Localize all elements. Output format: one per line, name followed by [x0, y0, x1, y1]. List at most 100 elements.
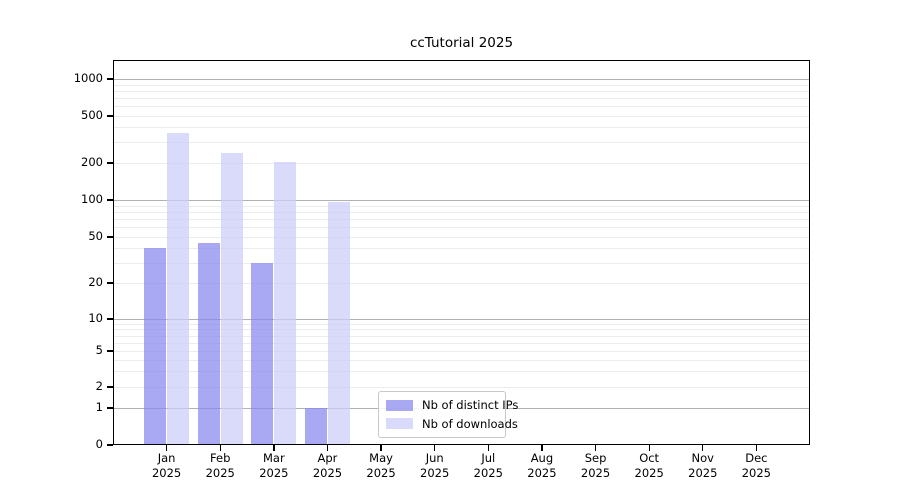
gridline-minor	[113, 227, 810, 229]
gridline-minor	[113, 329, 810, 331]
legend-label-distinct-ips: Nb of distinct IPs	[422, 398, 519, 413]
x-tick	[648, 445, 650, 451]
x-tick-label-jan: Jan 2025	[139, 451, 195, 480]
y-tick-label: 1	[95, 400, 103, 414]
x-tick-label-mar: Mar 2025	[246, 451, 302, 480]
legend: Nb of distinct IPs Nb of downloads	[378, 391, 518, 438]
bar-downloads-apr	[328, 202, 350, 445]
x-tick-month: Dec	[745, 451, 768, 465]
y-tick	[107, 282, 113, 284]
legend-entry-distinct-ips: Nb of distinct IPs	[386, 398, 518, 412]
bar-distinct-ips-feb	[197, 243, 220, 445]
gridline-minor	[113, 387, 810, 388]
x-tick-label-feb: Feb 2025	[192, 451, 248, 480]
x-tick	[380, 445, 382, 451]
x-tick-month: Oct	[639, 451, 660, 465]
x-tick-month: Mar	[262, 451, 285, 465]
y-tick-label: 5	[95, 343, 103, 357]
gridline-minor	[113, 323, 810, 325]
legend-entry-downloads: Nb of downloads	[386, 417, 518, 431]
x-tick-label-jul: Jul 2025	[460, 451, 516, 480]
x-tick-label-sep: Sep 2025	[568, 451, 624, 480]
y-tick-label: 0	[95, 437, 103, 451]
x-tick-month: Jun	[425, 451, 444, 465]
gridline-minor	[113, 163, 810, 164]
y-tick	[107, 199, 113, 201]
y-tick-label: 200	[81, 155, 103, 169]
y-tick	[107, 78, 113, 80]
gridline-major	[113, 200, 810, 201]
x-tick-month: Aug	[530, 451, 554, 465]
x-tick-year: 2025	[527, 465, 557, 480]
x-tick	[541, 445, 543, 451]
gridline-minor	[113, 359, 810, 361]
y-tick	[107, 162, 113, 164]
gridline-minor	[113, 90, 810, 92]
gridline-minor	[113, 211, 810, 213]
x-tick-year: 2025	[151, 465, 182, 480]
gridline-major	[113, 79, 810, 80]
gridline-minor	[113, 84, 810, 86]
gridline-minor	[113, 106, 810, 108]
x-tick-label-oct: Oct 2025	[621, 451, 677, 480]
gridline-minor	[113, 98, 810, 99]
gridline-minor	[113, 142, 810, 144]
legend-label-downloads: Nb of downloads	[422, 416, 518, 431]
bar-downloads-feb	[220, 152, 243, 445]
gridline-minor	[113, 116, 810, 117]
x-tick-month: Sep	[584, 451, 607, 465]
x-tick-label-aug: Aug 2025	[514, 451, 570, 480]
gridline-minor	[113, 371, 810, 373]
y-tick	[107, 386, 113, 388]
x-tick	[326, 445, 329, 451]
bar-distinct-ips-apr	[305, 408, 327, 445]
y-tick	[107, 236, 113, 238]
gridline-minor	[113, 127, 810, 129]
plot-area	[113, 60, 810, 445]
y-tick	[107, 407, 113, 409]
y-tick	[107, 115, 113, 117]
y-tick-label: 50	[88, 229, 103, 243]
x-tick-label-nov: Nov 2025	[675, 451, 731, 480]
gridline-minor	[113, 351, 810, 352]
y-tick-label: 100	[81, 192, 103, 206]
x-tick-year: 2025	[205, 465, 235, 480]
x-tick-label-apr: Apr 2025	[299, 451, 355, 480]
x-tick-label-jun: Jun 2025	[407, 451, 463, 480]
y-tick-label: 500	[81, 108, 103, 122]
x-tick	[755, 445, 758, 451]
x-tick-month: Jul	[481, 451, 496, 465]
y-tick	[107, 444, 113, 446]
x-tick	[273, 445, 275, 451]
x-tick-month: Nov	[691, 451, 714, 465]
x-tick	[594, 445, 597, 451]
x-tick-year: 2025	[580, 465, 611, 480]
x-tick-month: May	[369, 451, 393, 465]
legend-swatch-downloads	[386, 418, 413, 430]
x-tick-year: 2025	[366, 465, 396, 480]
gridline-minor	[113, 237, 810, 238]
gridline-minor	[113, 262, 810, 264]
x-tick-year: 2025	[420, 465, 450, 480]
gridline-minor	[113, 205, 810, 207]
x-tick-year: 2025	[688, 465, 718, 480]
bar-distinct-ips-jan	[144, 248, 167, 445]
y-tick	[107, 318, 113, 320]
x-tick	[219, 445, 221, 451]
gridline-major	[113, 319, 810, 320]
x-tick	[434, 445, 436, 451]
x-tick	[702, 445, 704, 451]
y-tick-label: 20	[88, 275, 103, 289]
bar-downloads-mar	[274, 161, 297, 445]
x-tick-label-may: May 2025	[353, 451, 409, 480]
y-tick-label: 10	[88, 311, 103, 325]
bar-downloads-jan	[167, 132, 190, 445]
x-tick-year: 2025	[259, 465, 289, 480]
x-tick-year: 2025	[473, 465, 503, 480]
x-tick-month: Apr	[317, 451, 338, 465]
x-tick-year: 2025	[634, 465, 664, 480]
gridline-minor	[113, 342, 810, 344]
x-tick-label-dec: Dec 2025	[728, 451, 784, 480]
gridline-minor	[113, 335, 810, 337]
